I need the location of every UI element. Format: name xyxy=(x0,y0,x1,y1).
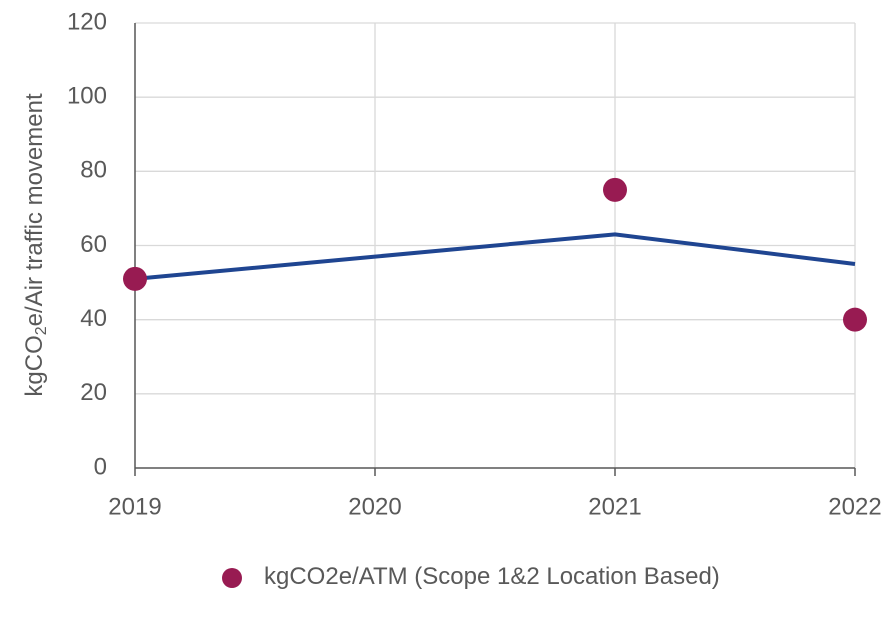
x-tick-label: 2020 xyxy=(348,493,401,520)
legend: kgCO2e/ATM (Scope 1&2 Location Based) xyxy=(222,560,782,594)
y-tick-label: 60 xyxy=(80,231,107,258)
y-label-part: kgCO xyxy=(21,335,48,396)
y-tick-label: 20 xyxy=(80,379,107,406)
point xyxy=(603,177,627,202)
y-axis-label: kgCO2e/Air traffic movement xyxy=(21,93,50,397)
x-tick-label: 2021 xyxy=(588,493,641,520)
point xyxy=(843,307,867,332)
y-tick-label: 100 xyxy=(67,83,107,110)
x-tick-label: 2022 xyxy=(828,493,881,520)
y-tick-label: 40 xyxy=(80,305,107,332)
y-label-part: e/Air traffic movement xyxy=(21,93,48,326)
y-tick-label: 0 xyxy=(94,453,107,480)
legend-label: kgCO2e/ATM (Scope 1&2 Location Based) xyxy=(264,563,720,590)
y-tick-label: 80 xyxy=(80,157,107,184)
y-label-subscript: 2 xyxy=(33,326,50,335)
y-tick-label: 120 xyxy=(67,8,107,35)
line xyxy=(134,232,856,281)
legend-marker xyxy=(222,568,242,588)
point xyxy=(123,266,147,291)
x-tick-label: 2019 xyxy=(108,493,161,520)
